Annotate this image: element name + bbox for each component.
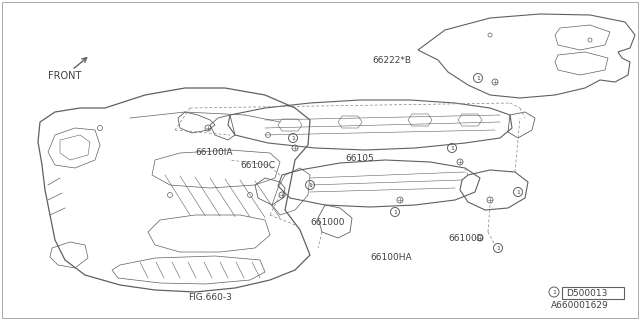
Text: 66105: 66105 <box>345 154 374 163</box>
Text: D500013: D500013 <box>566 289 607 298</box>
Text: 1: 1 <box>552 290 556 294</box>
Text: 66100IA: 66100IA <box>195 148 232 156</box>
Text: 66222*B: 66222*B <box>372 55 411 65</box>
Bar <box>562 287 624 299</box>
Text: 1: 1 <box>496 245 500 251</box>
Text: A660001629: A660001629 <box>551 300 609 309</box>
Text: 1: 1 <box>450 146 454 150</box>
Text: 66100C: 66100C <box>240 161 275 170</box>
Text: 1: 1 <box>476 76 480 81</box>
Text: 661000: 661000 <box>310 218 344 227</box>
Text: 66100D: 66100D <box>448 234 484 243</box>
Text: 1: 1 <box>393 210 397 214</box>
Text: FRONT: FRONT <box>48 71 81 81</box>
Text: 1: 1 <box>308 182 312 188</box>
Text: 1: 1 <box>291 135 295 140</box>
Text: FIG.660-3: FIG.660-3 <box>188 293 232 302</box>
Text: 66100HA: 66100HA <box>370 253 412 262</box>
Text: 1: 1 <box>516 189 520 195</box>
